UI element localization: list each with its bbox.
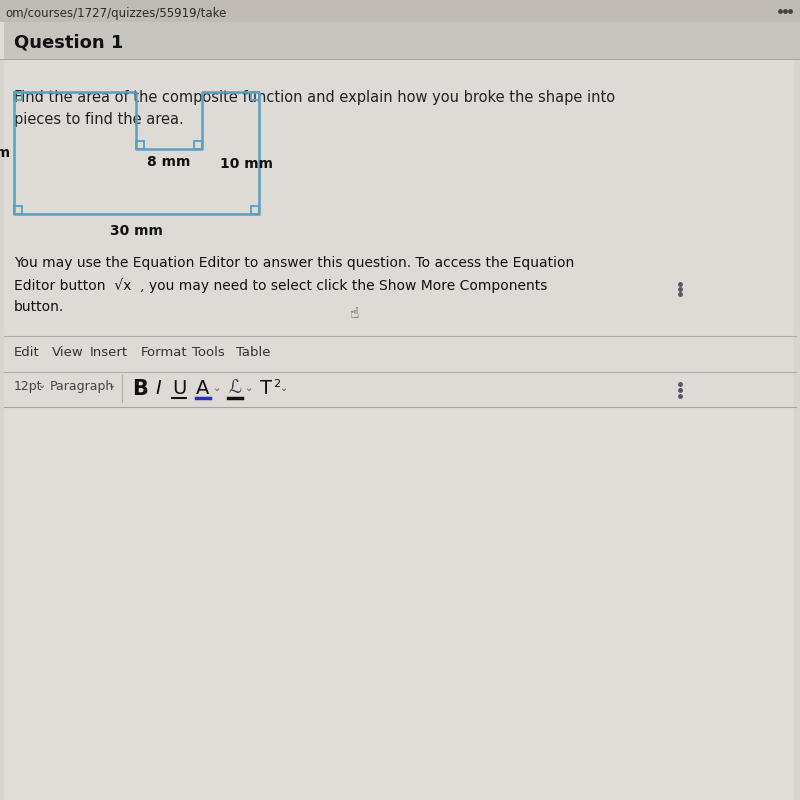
Text: Insert: Insert	[90, 346, 128, 359]
Text: ⌄: ⌄	[38, 380, 46, 390]
Bar	[14, 92, 22, 100]
Text: ☝: ☝	[350, 306, 359, 321]
Text: ℒ: ℒ	[228, 379, 241, 397]
Bar	[251, 206, 259, 214]
Bar	[14, 206, 22, 214]
Text: ⌄: ⌄	[213, 383, 221, 393]
Text: Tools: Tools	[192, 346, 225, 359]
Text: 2: 2	[273, 379, 280, 389]
Text: 15 mm: 15 mm	[0, 146, 10, 160]
Bar	[136, 141, 144, 149]
Text: ⌄: ⌄	[280, 383, 288, 393]
Text: 8 mm: 8 mm	[147, 155, 190, 169]
Text: You may use the Equation Editor to answer this question. To access the Equation: You may use the Equation Editor to answe…	[14, 256, 574, 270]
Bar	[0, 22, 4, 60]
Text: A: A	[196, 379, 210, 398]
Text: om/courses/1727/quizzes/55919/take: om/courses/1727/quizzes/55919/take	[5, 7, 226, 21]
Text: Editor button  √x  , you may need to select click the Show More Components: Editor button √x , you may need to selec…	[14, 278, 547, 293]
Text: U: U	[172, 379, 186, 398]
Text: I: I	[155, 379, 161, 398]
Text: Paragraph: Paragraph	[50, 380, 114, 393]
Text: B: B	[132, 379, 148, 399]
Bar	[0, 22, 800, 60]
Text: pieces to find the area.: pieces to find the area.	[14, 112, 184, 127]
Text: ⌄: ⌄	[108, 380, 116, 390]
Text: button.: button.	[14, 300, 64, 314]
Text: View: View	[52, 346, 84, 359]
Text: 30 mm: 30 mm	[110, 224, 162, 238]
Bar	[0, 59, 800, 60]
Text: 10 mm: 10 mm	[220, 157, 273, 171]
Text: Question 1: Question 1	[14, 34, 123, 52]
Bar	[251, 92, 259, 100]
Text: Edit: Edit	[14, 346, 40, 359]
Text: Table: Table	[237, 346, 271, 359]
Text: 12pt: 12pt	[14, 380, 42, 393]
Bar	[194, 141, 202, 149]
Text: ⌄: ⌄	[245, 383, 253, 393]
Text: T: T	[260, 379, 272, 398]
Bar	[0, 0, 800, 22]
Bar	[4, 407, 794, 800]
Text: Find the area of the composite function and explain how you broke the shape into: Find the area of the composite function …	[14, 90, 615, 105]
Text: Format: Format	[141, 346, 188, 359]
